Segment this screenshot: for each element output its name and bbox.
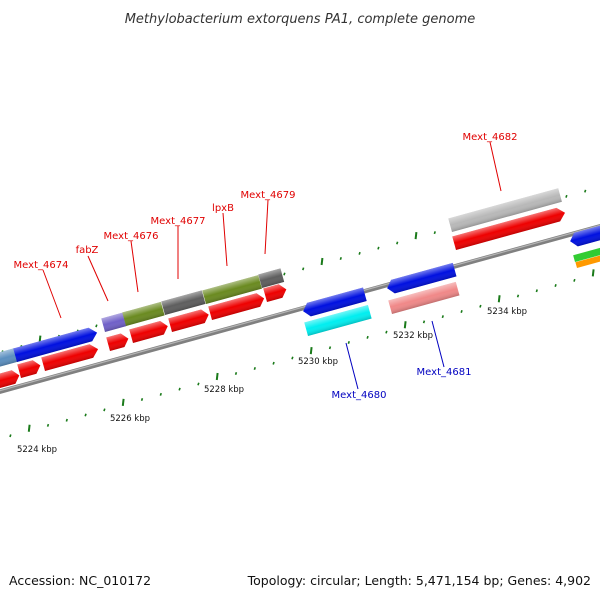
gene-label-mext-4681[interactable]: Mext_4681 (417, 367, 472, 378)
gene-label-mext-4679[interactable]: Mext_4679 (241, 190, 296, 201)
minor-tick (234, 372, 238, 376)
gene-arrow-red[interactable] (41, 342, 100, 371)
scale-tick-label: 5224 kbp (17, 445, 57, 455)
major-tick (27, 424, 31, 432)
minor-tick (554, 284, 557, 288)
minor-tick (441, 315, 444, 319)
minor-tick (178, 387, 181, 391)
gene-label-mext-4674[interactable]: Mext_4674 (14, 260, 69, 271)
genome-summary-text: Topology: circular; Length: 5,471,154 bp… (247, 573, 591, 588)
leader-line (87, 255, 109, 302)
gene-arrow-reverse-blue[interactable] (385, 262, 457, 295)
leader-line (130, 240, 139, 293)
leader-line (264, 199, 269, 255)
gene-block-olive[interactable] (202, 275, 262, 304)
genome-backbone-highlight (0, 224, 600, 392)
minor-tick (95, 324, 98, 328)
major-tick (403, 321, 407, 329)
genome-backbone (0, 224, 600, 394)
gene-block-salmon[interactable] (388, 281, 460, 314)
minor-tick (584, 189, 587, 193)
minor-tick (460, 309, 463, 313)
minor-tick (272, 361, 275, 365)
minor-tick (573, 278, 576, 282)
minor-tick (328, 346, 332, 350)
gene-block-cyan[interactable] (304, 304, 372, 336)
scale-tick-label: 5232 kbp (393, 331, 433, 341)
map-title: Methylobacterium extorquens PA1, complet… (125, 12, 476, 27)
major-tick (591, 269, 595, 277)
minor-tick (283, 272, 286, 276)
minor-tick (366, 335, 369, 339)
gene-label-fabz[interactable]: fabZ (76, 245, 99, 256)
gene-label-lpxb[interactable]: lpxB (212, 203, 234, 214)
major-tick (309, 346, 313, 355)
minor-tick (422, 320, 426, 324)
minor-tick (291, 356, 294, 360)
gene-block-lightgray[interactable] (448, 188, 562, 232)
scale-tick-label: 5234 kbp (487, 307, 527, 317)
minor-tick (103, 408, 106, 412)
minor-tick (84, 413, 87, 417)
major-tick (320, 257, 324, 266)
gene-arrow-red[interactable] (168, 308, 210, 332)
minor-tick (535, 289, 538, 293)
minor-tick (433, 231, 436, 235)
gene-block-orange[interactable] (575, 251, 600, 268)
minor-tick (339, 257, 342, 261)
gene-label-mext-4676[interactable]: Mext_4676 (104, 231, 159, 242)
gene-block-gray[interactable] (258, 268, 285, 288)
leader-line (222, 212, 228, 267)
gene-arrow-red[interactable] (0, 369, 21, 396)
minor-tick (516, 294, 520, 298)
minor-tick (347, 341, 350, 345)
minor-tick (197, 382, 200, 386)
gene-arrow-red[interactable] (452, 206, 567, 250)
gene-block-gray[interactable] (161, 290, 206, 315)
gene-arrow-blue[interactable] (13, 326, 99, 362)
minor-tick (140, 397, 144, 401)
major-tick (414, 231, 418, 240)
minor-tick (385, 330, 388, 334)
leader-line (345, 342, 359, 390)
leader-line (489, 141, 502, 192)
minor-tick (9, 434, 12, 438)
leader-line (431, 320, 445, 368)
minor-tick (65, 418, 68, 422)
accession-text: Accession: NC_010172 (9, 573, 151, 588)
gene-block-steelblue[interactable] (0, 348, 19, 368)
major-tick (215, 372, 219, 381)
gene-arrow-red[interactable] (263, 283, 288, 302)
gene-arrow-red[interactable] (17, 359, 42, 378)
minor-tick (396, 241, 399, 245)
gene-arrow-red[interactable] (129, 319, 169, 343)
gene-block-green[interactable] (573, 244, 600, 262)
gene-block-olive[interactable] (122, 301, 165, 326)
minor-tick (159, 392, 162, 396)
gene-label-mext-4682[interactable]: Mext_4682 (463, 132, 518, 143)
scale-tick-label: 5230 kbp (298, 357, 338, 367)
minor-tick (479, 304, 482, 308)
major-tick (121, 398, 125, 407)
gene-arrow-reverse-blue[interactable] (568, 223, 600, 248)
gene-block-slateblue[interactable] (101, 312, 127, 332)
major-tick (497, 295, 501, 303)
minor-tick (302, 267, 305, 271)
minor-tick (253, 366, 256, 370)
gene-arrow-red[interactable] (208, 292, 266, 320)
scale-tick-label: 5228 kbp (204, 385, 244, 395)
minor-tick (46, 423, 50, 427)
gene-arrow-red[interactable] (106, 332, 130, 351)
gene-label-mext-4680[interactable]: Mext_4680 (332, 390, 387, 401)
minor-tick (377, 246, 380, 250)
minor-tick (358, 251, 361, 255)
minor-tick (565, 194, 568, 198)
gene-label-mext-4677[interactable]: Mext_4677 (151, 216, 206, 227)
leader-line (42, 269, 62, 319)
scale-tick-label: 5226 kbp (110, 414, 150, 424)
gene-arrow-reverse-blue[interactable] (301, 287, 367, 318)
